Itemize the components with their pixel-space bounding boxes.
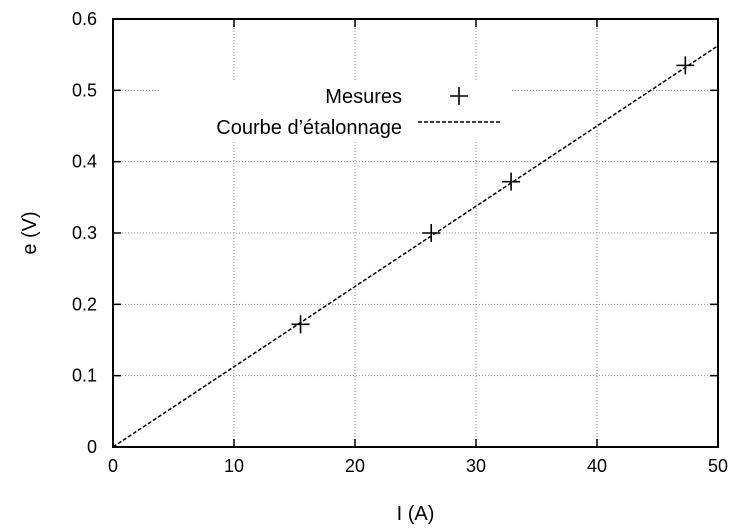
x-tick-label: 0 xyxy=(108,456,118,476)
x-tick-label: 20 xyxy=(345,456,365,476)
legend-swatches xyxy=(418,87,500,123)
y-tick-label: 0.4 xyxy=(72,152,97,172)
plot-area xyxy=(112,45,719,448)
grid xyxy=(113,19,718,447)
x-axis-label: I (A) xyxy=(397,503,435,525)
data-point xyxy=(676,56,695,75)
x-tick-label: 10 xyxy=(224,456,244,476)
y-tick-label: 0.6 xyxy=(72,9,97,29)
legend-label-courbe-etalonnage: Courbe d’étalonnage xyxy=(216,117,402,139)
y-axis-label: e (V) xyxy=(19,211,41,254)
tick-labels: 0 10 20 30 40 50 0 0.1 0.2 0.3 0.4 0.5 0.6 xyxy=(72,9,728,476)
y-tick-label: 0 xyxy=(87,437,97,457)
x-tick-label: 50 xyxy=(708,456,728,476)
calibration-line xyxy=(112,45,719,448)
legend-background xyxy=(160,80,512,140)
y-tick-label: 0.1 xyxy=(72,366,97,386)
data-point xyxy=(502,172,521,191)
x-tick-label: 40 xyxy=(587,456,607,476)
legend-swatch-mesures xyxy=(450,87,468,105)
ticks xyxy=(112,18,719,448)
data-point xyxy=(291,315,310,334)
y-tick-label: 0.2 xyxy=(72,294,97,314)
data-point xyxy=(422,224,441,242)
legend-label-mesures: Mesures xyxy=(325,86,402,108)
legend: Mesures Courbe d’étalonnage xyxy=(160,80,512,140)
y-tick-label: 0.5 xyxy=(72,80,97,100)
x-tick-label: 30 xyxy=(466,456,486,476)
y-tick-label: 0.3 xyxy=(72,223,97,243)
